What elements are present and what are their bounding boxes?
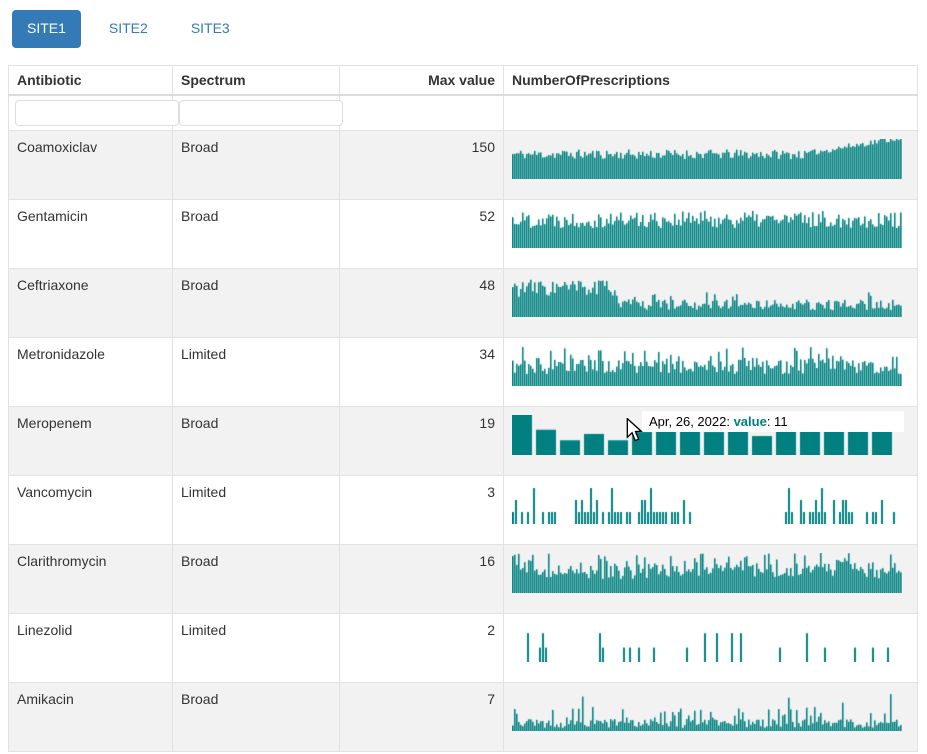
sparkline-chart[interactable] — [512, 552, 902, 593]
tab-site1[interactable]: SITE1 — [12, 10, 81, 48]
antibiotic-cell: Metronidazole — [8, 336, 173, 407]
max-value-cell: 48 — [339, 267, 504, 338]
antibiotic-cell: Amikacin — [8, 681, 173, 752]
col-header-spectrum[interactable]: Spectrum — [172, 64, 340, 96]
tab-bar: SITE1 SITE2 SITE3 — [12, 10, 917, 48]
table-row: Metronidazole Limited 34 — [8, 336, 918, 407]
col-header-antibiotic[interactable]: Antibiotic — [8, 64, 173, 96]
max-value-cell: 2 — [339, 612, 504, 683]
max-value-cell: 52 — [339, 198, 504, 269]
sparkline-chart[interactable] — [512, 621, 902, 662]
tooltip-date: Apr, 26, 2022: — [649, 413, 734, 429]
col-header-max-value[interactable]: Max value — [339, 64, 504, 96]
spectrum-cell: Broad — [172, 543, 340, 614]
tooltip-value: : 11 — [766, 413, 788, 429]
sparkline-chart[interactable] — [512, 138, 902, 179]
antibiotic-cell: Ceftriaxone — [8, 267, 173, 338]
table-row: Clarithromycin Broad 16 — [8, 543, 918, 614]
spectrum-cell: Broad — [172, 405, 340, 476]
filter-row — [8, 94, 918, 131]
sparkline-chart[interactable] — [512, 207, 902, 248]
tooltip-value-label: value — [733, 413, 767, 429]
sparkline-chart[interactable] — [512, 690, 902, 731]
filter-cell-empty — [339, 94, 504, 131]
filter-cell-empty — [503, 94, 918, 131]
tab-site3[interactable]: SITE3 — [176, 10, 245, 48]
table-row: Amikacin Broad 7 — [8, 681, 918, 752]
spectrum-cell: Broad — [172, 681, 340, 752]
table-row: Vancomycin Limited 3 — [8, 474, 918, 545]
table-row: Linezolid Limited 2 — [8, 612, 918, 683]
max-value-cell: 19 — [339, 405, 504, 476]
col-header-numberofprescriptions[interactable]: NumberOfPrescriptions — [503, 64, 918, 96]
antibiotic-cell: Gentamicin — [8, 198, 173, 269]
antibiotic-cell: Meropenem — [8, 405, 173, 476]
sparkline-chart[interactable] — [512, 483, 902, 524]
table-row: Ceftriaxone Broad 48 — [8, 267, 918, 338]
spectrum-cell: Broad — [172, 129, 340, 200]
max-value-cell: 16 — [339, 543, 504, 614]
antibiotic-cell: Coamoxiclav — [8, 129, 173, 200]
spectrum-cell: Broad — [172, 198, 340, 269]
table-row: Gentamicin Broad 52 — [8, 198, 918, 269]
max-value-cell: 150 — [339, 129, 504, 200]
max-value-cell: 3 — [339, 474, 504, 545]
sparkline-chart[interactable] — [512, 345, 902, 386]
max-value-cell: 34 — [339, 336, 504, 407]
spectrum-cell: Limited — [172, 612, 340, 683]
spectrum-cell: Limited — [172, 336, 340, 407]
max-value-cell: 7 — [339, 681, 504, 752]
sparkline-chart[interactable] — [512, 276, 902, 317]
mouse-cursor-icon — [626, 417, 643, 442]
antibiotics-table: Antibiotic Spectrum Max value NumberOfPr… — [8, 64, 918, 752]
sparkline-tooltip: Apr, 26, 2022: value: 11 — [642, 410, 904, 432]
spectrum-filter-input[interactable] — [179, 99, 343, 126]
antibiotic-filter-input[interactable] — [15, 99, 179, 126]
antibiotic-cell: Vancomycin — [8, 474, 173, 545]
table-header-row: Antibiotic Spectrum Max value NumberOfPr… — [8, 64, 918, 96]
spectrum-cell: Limited — [172, 474, 340, 545]
spectrum-cell: Broad — [172, 267, 340, 338]
table-row: Meropenem Broad 19 Apr, 26, 2022: value:… — [8, 405, 918, 476]
antibiotic-cell: Clarithromycin — [8, 543, 173, 614]
tab-site2[interactable]: SITE2 — [94, 10, 163, 48]
table-row: Coamoxiclav Broad 150 — [8, 129, 918, 200]
antibiotic-cell: Linezolid — [8, 612, 173, 683]
